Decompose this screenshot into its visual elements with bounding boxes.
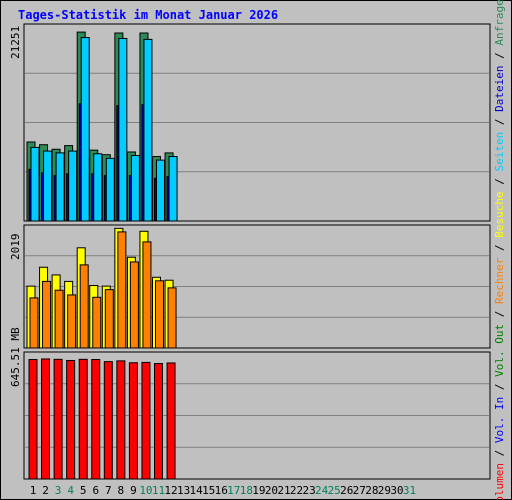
bar-seiten (143, 38, 153, 222)
legend-item: Vol. In (493, 397, 506, 443)
bar-rechner (92, 296, 102, 349)
legend-item: Anfragen (493, 0, 506, 46)
legend-item: Rechner (493, 257, 506, 304)
bar-rechner (167, 287, 177, 349)
bar-volumen (41, 358, 51, 480)
bar-volumen (91, 359, 101, 480)
x-tick-label: 13 (177, 484, 190, 497)
legend-separator: / (493, 443, 506, 463)
x-tick-label: 30 (390, 484, 403, 497)
bar-volumen (78, 358, 88, 480)
bar-volumen (166, 362, 176, 480)
bar-seiten (68, 150, 78, 222)
legend-separator: / (493, 377, 506, 397)
x-tick-label: 10 (139, 484, 152, 497)
x-tick-label: 7 (105, 484, 112, 497)
bar-volumen (154, 363, 163, 480)
x-tick-label: 4 (67, 484, 74, 497)
bar-volumen (53, 358, 63, 480)
legend-separator: / (493, 304, 506, 324)
legend-separator: / (493, 112, 506, 132)
bar-volumen (141, 361, 151, 480)
x-tick-label: 31 (403, 484, 416, 497)
bar-seiten (156, 159, 165, 222)
bar-volumen (66, 359, 76, 480)
y-max-label: 2019 (9, 234, 22, 261)
x-tick-label: 19 (252, 484, 265, 497)
x-tick-label: 6 (92, 484, 99, 497)
bar-rechner (79, 264, 89, 349)
bar-volumen (103, 361, 113, 480)
x-tick-label: 15 (202, 484, 215, 497)
x-tick-label: 12 (164, 484, 177, 497)
y-max-label: 645.51 MB (9, 327, 22, 387)
panel-volume (23, 351, 491, 480)
bar-seiten (55, 152, 65, 222)
y-max-label: 21251 (9, 26, 22, 59)
x-tick-label: 2 (42, 484, 49, 497)
x-tick-label: 27 (353, 484, 366, 497)
panel-visits (23, 224, 491, 349)
bar-rechner (104, 289, 114, 349)
legend-item: Volumen (493, 463, 506, 500)
bar-rechner (142, 241, 152, 349)
bar-seiten (30, 146, 40, 222)
legend: Volumen / Vol. In / Vol. Out / Rechner /… (493, 0, 506, 500)
bar-volumen (28, 359, 38, 480)
x-tick-label: 3 (55, 484, 62, 497)
legend-item: Dateien (493, 66, 506, 112)
legend-item: Vol. Out (493, 324, 506, 377)
bar-seiten (93, 153, 103, 222)
x-tick-label: 5 (80, 484, 87, 497)
bar-volumen (128, 362, 138, 480)
x-tick-label: 18 (240, 484, 253, 497)
x-tick-label: 9 (130, 484, 137, 497)
bar-rechner (117, 231, 127, 349)
bar-seiten (118, 37, 128, 222)
bar-rechner (54, 289, 64, 349)
bar-seiten (130, 155, 140, 222)
bar-volumen (116, 360, 126, 480)
x-tick-label: 8 (118, 484, 125, 497)
x-tick-label: 24 (315, 484, 329, 497)
x-tick-label: 22 (290, 484, 303, 497)
chart-title: Tages-Statistik im Monat Januar 2026 (18, 8, 279, 22)
bar-rechner (155, 280, 164, 349)
legend-separator: / (493, 46, 506, 66)
x-tick-label: 23 (302, 484, 315, 497)
x-tick-label: 20 (265, 484, 278, 497)
x-tick-label: 29 (378, 484, 391, 497)
legend-item: Besuche (493, 191, 506, 237)
bar-rechner (129, 261, 139, 349)
x-tick-label: 25 (328, 484, 341, 497)
x-tick-label: 28 (365, 484, 378, 497)
x-tick-label: 14 (190, 484, 204, 497)
bar-rechner (42, 280, 52, 349)
legend-separator: / (493, 238, 506, 258)
bar-seiten (80, 37, 90, 222)
bar-rechner (67, 294, 77, 349)
x-tick-label: 17 (227, 484, 240, 497)
bar-seiten (168, 156, 178, 222)
panel-hits (23, 23, 491, 222)
bar-rechner (29, 297, 39, 349)
x-tick-label: 1 (30, 484, 37, 497)
x-tick-label: 11 (152, 484, 165, 497)
x-tick-label: 16 (215, 484, 228, 497)
legend-item: Seiten (493, 132, 506, 172)
bar-seiten (43, 150, 53, 222)
x-tick-label: 26 (340, 484, 353, 497)
x-tick-label: 21 (277, 484, 290, 497)
legend-separator: / (493, 172, 506, 192)
bar-seiten (105, 157, 115, 222)
